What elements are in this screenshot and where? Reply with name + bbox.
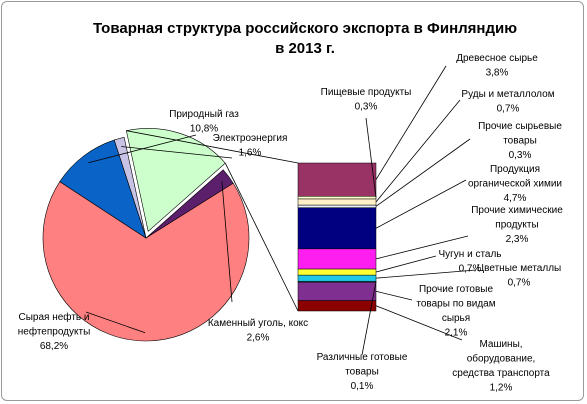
bar-label-wood-line-2: 3,8% bbox=[486, 68, 509, 79]
bar-label-machinery-line-4: 1,2% bbox=[490, 383, 513, 394]
pie-slice-other bbox=[125, 128, 226, 232]
connector-line-top bbox=[126, 130, 299, 164]
pie-label-electricity-line-1: Электроэнергия bbox=[213, 133, 288, 144]
bar-label-ores-scrap-line-2: 0,7% bbox=[497, 104, 520, 115]
pie-slice-oil bbox=[42, 181, 250, 342]
bar-label-other-chemicals-line-1: Прочие химические bbox=[471, 205, 563, 216]
bar-label-iron-steel-line-1: Чугун и сталь bbox=[438, 249, 501, 260]
bar-segment-machinery bbox=[297, 300, 377, 312]
leader-line-food bbox=[365, 117, 377, 198]
pie-label-oil-line-2: нефтепродукты bbox=[18, 326, 91, 338]
bar-label-iron-steel-line-2: 0,7% bbox=[459, 264, 482, 275]
leader-line-gas bbox=[88, 134, 197, 164]
leader-line-ores-scrap bbox=[375, 99, 461, 203]
leader-line-organic-chemistry bbox=[375, 179, 467, 229]
bar-label-other-raw-line-1: Прочие сырьевые bbox=[478, 121, 562, 132]
leader-line-machinery bbox=[375, 305, 463, 341]
bar-label-organic-chemistry-line-3: 4,7% bbox=[504, 193, 527, 204]
bar-label-organic-chemistry-line-2: органической химии bbox=[468, 179, 562, 190]
bar-label-other-chemicals-line-2: продукты bbox=[495, 220, 538, 231]
bar-label-food-line-1: Пищевые продукты bbox=[321, 87, 412, 98]
leader-line-other-chemicals bbox=[375, 235, 469, 260]
bar-segment-food bbox=[297, 196, 377, 200]
bar-label-non-ferrous-line-2: 0,7% bbox=[508, 278, 531, 289]
bar-label-misc-finished-line-1: Различные готовые bbox=[317, 352, 408, 363]
bar-label-ores-scrap-line-1: Руды и металлолом bbox=[461, 89, 554, 100]
bar-label-organic-chemistry-line-1: Продукция bbox=[490, 164, 540, 175]
bar-label-misc-finished-line-2: товары bbox=[345, 367, 379, 378]
bar-label-other-finished-materials-line-3: сырья bbox=[442, 313, 470, 324]
bar-label-other-finished-materials-line-2: товары по видам bbox=[416, 299, 495, 310]
leader-line-non-ferrous bbox=[375, 269, 477, 279]
pie-label-gas-line-2: 10,8% bbox=[190, 124, 218, 135]
pie-label-electricity-line-2: 1,6% bbox=[239, 148, 262, 159]
pie-label-coal-line-2: 2,6% bbox=[247, 333, 270, 344]
leader-line-coal bbox=[221, 181, 233, 303]
leader-line-wood bbox=[375, 65, 447, 180]
pie-label-gas-line-1: Природный газ bbox=[169, 109, 239, 120]
bar-label-other-finished-materials-line-1: Прочие готовые bbox=[419, 284, 494, 295]
bar-label-non-ferrous-line-1: Цветные металлы bbox=[477, 263, 561, 274]
bar-segment-organic-chemistry bbox=[297, 207, 377, 250]
bar-label-misc-finished-line-3: 0,1% bbox=[351, 381, 374, 392]
chart-title-line-1: Товарная структура российского экспорта … bbox=[93, 20, 517, 37]
bar-segment-other-chemicals bbox=[297, 248, 377, 270]
bar-label-other-chemicals-line-3: 2,3% bbox=[506, 234, 529, 245]
pie-label-coal-line-1: Каменный уголь, кокс bbox=[208, 318, 308, 329]
connector-line-bottom bbox=[225, 162, 299, 312]
bar-segment-iron-steel bbox=[297, 268, 377, 276]
leader-line-iron-steel bbox=[375, 255, 437, 273]
leader-line-other-finished-materials bbox=[375, 290, 413, 301]
leader-line-other-raw bbox=[375, 138, 471, 207]
pie-slice-gas bbox=[59, 139, 147, 239]
bar-label-machinery-line-2: оборудование, bbox=[467, 353, 536, 365]
bar-label-food-line-2: 0,3% bbox=[355, 102, 378, 113]
leader-line-misc-finished bbox=[361, 281, 377, 356]
bar-label-other-raw-line-2: товары bbox=[503, 136, 537, 147]
bar-segment-other-raw bbox=[297, 204, 377, 208]
bar-label-other-finished-materials-line-4: 2,1% bbox=[445, 328, 468, 339]
bar-label-machinery-line-1: Машины, bbox=[479, 339, 522, 350]
leader-line-electricity bbox=[121, 146, 233, 159]
bar-label-wood-line-1: Древесное сырье bbox=[456, 53, 538, 64]
bar-segment-non-ferrous bbox=[297, 274, 377, 282]
pie-label-oil-line-1: Сырая нефть и bbox=[19, 311, 90, 323]
bar-segment-ores-scrap bbox=[297, 198, 377, 206]
pie-label-oil-line-3: 68,2% bbox=[40, 341, 68, 352]
bar-segment-other-finished-materials bbox=[297, 281, 377, 301]
bar-label-machinery-line-3: средства транспорта bbox=[452, 368, 550, 379]
chart-title-line-2: в 2013 г. bbox=[275, 40, 335, 57]
bar-segment-wood bbox=[297, 162, 377, 197]
bar-label-other-raw-line-3: 0,3% bbox=[509, 150, 532, 161]
leader-line-oil bbox=[85, 311, 146, 334]
